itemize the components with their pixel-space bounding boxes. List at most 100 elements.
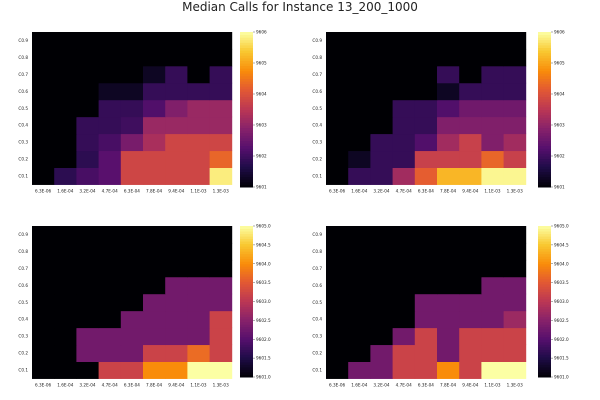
heatmap-cell: [209, 133, 233, 152]
heatmap-cell: [437, 150, 460, 168]
x-tick-label: 1.1E-03: [190, 189, 206, 194]
heatmap-cell: [326, 167, 349, 185]
colorbar-segment: [538, 359, 551, 363]
heatmap-cell: [370, 327, 393, 346]
colorbar-segment: [538, 96, 551, 100]
x-tick-label: 4.7E-04: [396, 383, 412, 388]
heatmap-cell: [165, 48, 188, 67]
heatmap-cell: [392, 361, 416, 379]
colorbar-segment: [240, 278, 253, 282]
heatmap-cell: [326, 150, 349, 168]
colorbar-segment: [538, 236, 551, 240]
heatmap-cell: [326, 99, 349, 118]
colorbar-segment: [240, 184, 253, 188]
heatmap-cell: [459, 167, 482, 185]
heatmap-cell: [326, 82, 349, 101]
colorbar-segment: [240, 263, 253, 267]
heatmap-cell: [209, 226, 233, 244]
heatmap-cell: [392, 310, 416, 329]
x-tick-label: 6.3E-04: [418, 189, 434, 194]
y-tick-label: C0.9: [312, 38, 322, 43]
heatmap-cell: [437, 276, 460, 295]
colorbar-segment: [240, 243, 253, 247]
colorbar-segment: [240, 258, 253, 262]
heatmap-cell: [392, 276, 416, 295]
heatmap-cell: [165, 242, 188, 261]
heatmap-cell: [209, 259, 233, 278]
heatmap-cell: [209, 344, 233, 362]
colorbar-segment: [538, 291, 551, 295]
heatmap-cell: [209, 82, 233, 101]
colorbar-segment: [538, 248, 551, 252]
heatmap-cell: [437, 133, 460, 152]
heatmap-cell: [437, 259, 460, 278]
colorbar-segment: [538, 339, 551, 343]
heatmap-cell: [503, 344, 527, 362]
heatmap-cell: [503, 276, 527, 295]
heatmap-cell: [187, 293, 210, 312]
heatmap-cell: [459, 344, 482, 362]
heatmap-cell: [143, 167, 166, 185]
heatmap-cell: [414, 116, 438, 135]
colorbar-segment: [538, 304, 551, 308]
colorbar-segment: [240, 94, 253, 98]
heatmap-cell: [187, 310, 210, 329]
heatmap-cell: [437, 361, 460, 379]
heatmap-cell: [76, 293, 99, 312]
heatmap-cell: [392, 293, 416, 312]
heatmap-cell: [76, 150, 99, 168]
x-tick-label: 7.8E-04: [440, 189, 456, 194]
heatmap-cell: [98, 65, 122, 84]
heatmap-cell: [437, 32, 460, 50]
colorbar-tick-label: 9605: [256, 61, 267, 66]
colorbar-segment: [240, 39, 253, 43]
colorbar-segment: [538, 281, 551, 285]
heatmap-cell: [120, 32, 144, 50]
colorbar-segment: [240, 286, 253, 290]
colorbar-segment: [538, 371, 551, 375]
heatmap-cell: [187, 259, 210, 278]
colorbar-segment: [538, 356, 551, 360]
colorbar-segment: [240, 361, 253, 365]
colorbar-segment: [240, 309, 253, 313]
heatmap-cell: [120, 276, 144, 295]
colorbar-segment: [240, 179, 253, 183]
heatmap-cell: [143, 116, 166, 135]
colorbar-segment: [240, 316, 253, 320]
colorbar-segment: [240, 253, 253, 257]
colorbar-segment: [240, 326, 253, 330]
heatmap-cell: [370, 65, 393, 84]
heatmap-cell: [76, 99, 99, 118]
colorbar-segment: [538, 238, 551, 242]
colorbar-segment: [538, 278, 551, 282]
heatmap-cell: [370, 276, 393, 295]
colorbar-segment: [538, 140, 551, 144]
heatmap-cell: [437, 99, 460, 118]
colorbar-segment: [538, 83, 551, 87]
colorbar-segment: [538, 309, 551, 313]
heatmap-cell: [481, 226, 504, 244]
heatmap-cell: [481, 344, 504, 362]
colorbar-segment: [240, 145, 253, 149]
colorbar-segment: [240, 86, 253, 90]
heatmap-cell: [437, 310, 460, 329]
colorbar-segment: [538, 78, 551, 82]
colorbar-segment: [538, 364, 551, 368]
heatmap-cell: [414, 226, 438, 244]
colorbar-tick-label: 9602.5: [554, 318, 569, 323]
heatmap-cell: [165, 116, 188, 135]
heatmap-cell: [54, 48, 77, 67]
heatmap-cell: [165, 361, 188, 379]
colorbar-tick-label: 9601: [554, 185, 565, 190]
y-tick-label: C0.8: [18, 55, 28, 60]
heatmap-cell: [392, 133, 416, 152]
colorbar-segment: [538, 354, 551, 358]
heatmap-cell: [370, 167, 393, 185]
colorbar-segment: [538, 341, 551, 345]
heatmap-cell: [98, 242, 122, 261]
colorbar-tick-label: 9603.5: [554, 280, 569, 285]
y-tick-label: C0.3: [18, 140, 28, 145]
heatmap-cell: [120, 150, 144, 168]
colorbar-segment: [240, 137, 253, 141]
heatmap-cell: [326, 276, 349, 295]
